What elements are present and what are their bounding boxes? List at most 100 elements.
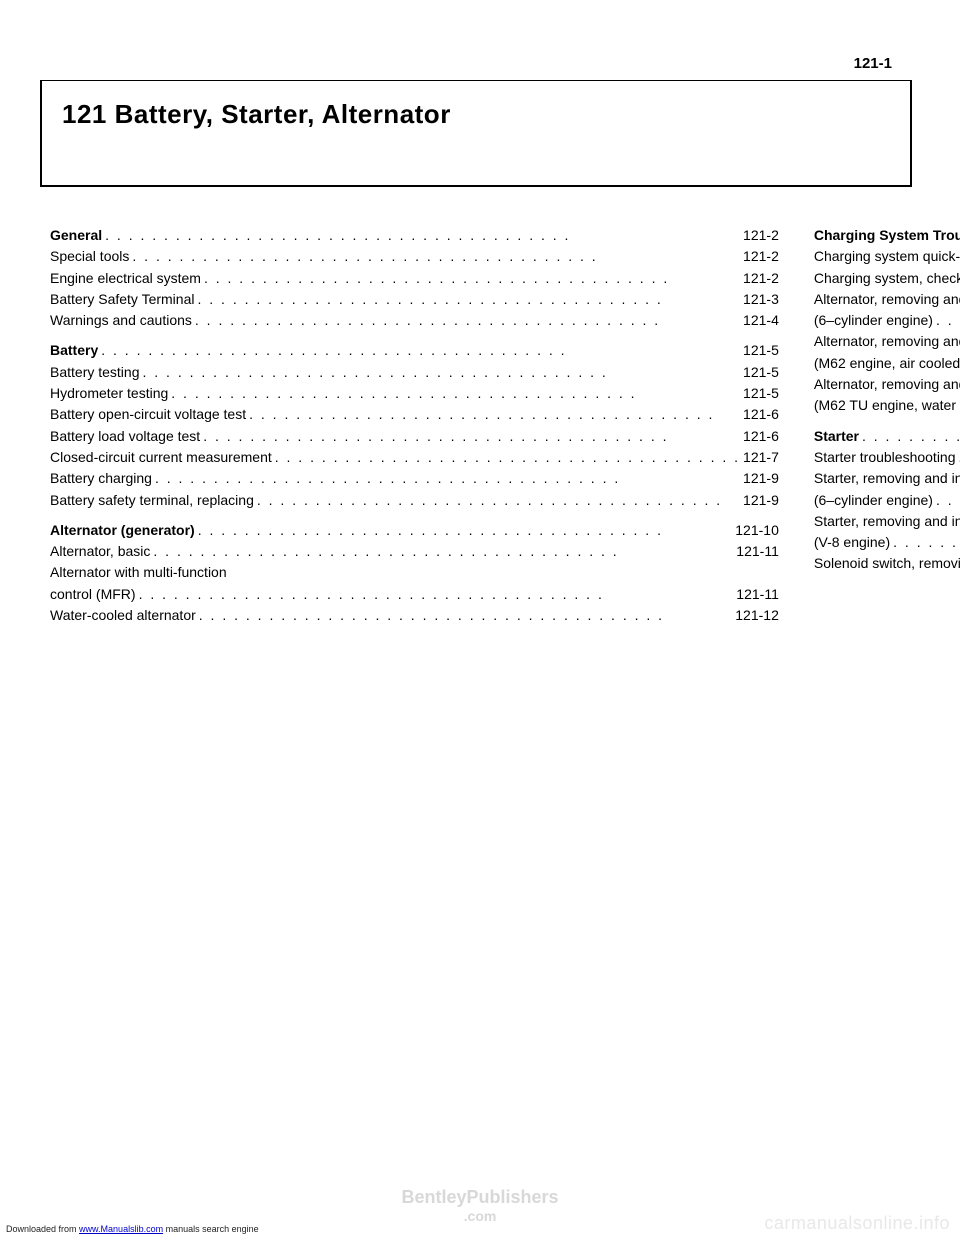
toc-section: Alternator (generator)121-10Alternator, …	[50, 520, 779, 625]
toc-entry: Water-cooled alternator121-12	[50, 605, 779, 625]
toc-entry-label: control (MFR)	[50, 584, 136, 604]
toc-entry: (6–cylinder engine)121-20	[814, 490, 960, 510]
toc-dots	[249, 404, 740, 424]
toc-entry-label: Battery Safety Terminal	[50, 289, 194, 309]
toc-dots	[197, 289, 740, 309]
toc-entry-label: Charging system quick-check	[814, 246, 960, 266]
toc-entry: Alternator, basic 121-11	[50, 541, 779, 561]
toc-entry: Charging system quick-check121-13	[814, 246, 960, 266]
toc-dots	[862, 426, 960, 446]
toc-right-column: Charging System Troubleshooting . 121-12…	[814, 225, 960, 626]
toc-dots	[143, 362, 741, 382]
toc-entry-label: Charging System Troubleshooting	[814, 225, 960, 245]
toc-dots	[275, 447, 740, 467]
toc-entry: Solenoid switch, removing and installing…	[814, 553, 960, 573]
toc-entry-label: (6–cylinder engine)	[814, 490, 933, 510]
chapter-title-box: 121 Battery, Starter, Alternator	[40, 80, 912, 187]
toc-entry-page: 121-2	[743, 225, 779, 245]
toc-entry-label: General	[50, 225, 102, 245]
toc-dots	[171, 383, 740, 403]
toc-dots	[203, 426, 740, 446]
toc-entry: Closed-circuit current measurement121-7	[50, 447, 779, 467]
toc-entry-continuation: Starter, removing and installing	[814, 511, 960, 531]
toc-entry-label: Alternator, basic	[50, 541, 150, 561]
toc-left-column: General121-2Special tools121-2Engine ele…	[50, 225, 779, 626]
toc-entry-label: Starter troubleshooting	[814, 447, 956, 467]
toc-entry-page: 121-4	[743, 310, 779, 330]
toc-dots	[139, 584, 734, 604]
toc-entry-label: Battery	[50, 340, 98, 360]
toc-section: Starter121-19Starter troubleshooting121-…	[814, 426, 960, 574]
toc-dots	[153, 541, 733, 561]
toc-entry: Special tools 121-2	[50, 246, 779, 266]
toc-entry-page: 121-2	[743, 268, 779, 288]
toc-entry-page: 121-6	[743, 426, 779, 446]
toc-dots	[257, 490, 740, 510]
toc-entry: Warnings and cautions 121-4	[50, 310, 779, 330]
toc-entry: Battery open-circuit voltage test 121-6	[50, 404, 779, 424]
toc-entry: General 121-2	[50, 225, 779, 245]
toc-dots	[198, 520, 733, 540]
toc-entry-page: 121-11	[736, 584, 779, 604]
toc-entry-page: 121-5	[743, 383, 779, 403]
toc-entry-label: Battery load voltage test	[50, 426, 200, 446]
page-number-top: 121-1	[854, 55, 892, 72]
toc-entry-label: Starter	[814, 426, 859, 446]
toc-entry-label: Hydrometer testing	[50, 383, 168, 403]
toc-entry: Charging system, checking121-13	[814, 268, 960, 288]
footer-right-watermark: carmanualsonline.info	[764, 1213, 950, 1234]
toc-entry: Battery load voltage test 121-6	[50, 426, 779, 446]
toc-entry-continuation: Alternator, removing and installing	[814, 289, 960, 309]
toc-section: Battery 121-5Battery testing121-5Hydromet…	[50, 340, 779, 509]
toc-entry-page: 121-12	[735, 605, 779, 625]
toc-entry: (V-8 engine)121-21	[814, 532, 960, 552]
toc-section: Charging System Troubleshooting . 121-12…	[814, 225, 960, 416]
toc-entry: Battery safety terminal, replacing 121-9	[50, 490, 779, 510]
toc-entry-label: (V-8 engine)	[814, 532, 890, 552]
toc-entry-page: 121-6	[743, 404, 779, 424]
toc-entry: Battery charging 121-9	[50, 468, 779, 488]
toc-dots	[105, 225, 740, 245]
toc-entry: (M62 engine, air cooled)121-16	[814, 353, 960, 373]
toc-dots	[893, 532, 960, 552]
toc-entry-page: 121-3	[743, 289, 779, 309]
toc-entry-page: 121-11	[736, 541, 779, 561]
toc-entry: Battery testing121-5	[50, 362, 779, 382]
chapter-title: 121 Battery, Starter, Alternator	[62, 99, 890, 130]
toc-dots	[155, 468, 740, 488]
toc-dots	[936, 310, 960, 330]
toc-entry: (M62 TU engine, water cooled)121-18	[814, 395, 960, 415]
toc-entry-page: 121-9	[743, 490, 779, 510]
toc-dots	[132, 246, 740, 266]
watermark: BentleyPublishers .com	[330, 1187, 630, 1224]
footer-left: Downloaded from www.Manualslib.com manua…	[6, 1224, 259, 1234]
toc-entry-label: Battery charging	[50, 468, 152, 488]
toc-entry-label: Warnings and cautions	[50, 310, 192, 330]
footer-left-prefix: Downloaded from	[6, 1224, 79, 1234]
toc-dots	[195, 310, 740, 330]
footer-left-suffix: manuals search engine	[163, 1224, 259, 1234]
toc-entry: Starter troubleshooting121-19	[814, 447, 960, 467]
toc-entry-label: (6–cylinder engine)	[814, 310, 933, 330]
toc-entry-page: 121-9	[743, 468, 779, 488]
toc-dots	[936, 490, 960, 510]
watermark-sub: .com	[330, 1208, 630, 1224]
toc-dots	[101, 340, 740, 360]
toc-dots	[199, 605, 732, 625]
toc-entry-continuation: Alternator with multi-function	[50, 562, 779, 582]
toc-entry-continuation: Alternator, removing and installing	[814, 331, 960, 351]
toc-entry: (6–cylinder engine)121-15	[814, 310, 960, 330]
table-of-contents: General121-2Special tools121-2Engine ele…	[50, 225, 900, 626]
toc-entry-label: Battery open-circuit voltage test	[50, 404, 246, 424]
toc-entry-label: Special tools	[50, 246, 129, 266]
footer-left-link[interactable]: www.Manualslib.com	[79, 1224, 163, 1234]
toc-entry-page: 121-5	[743, 362, 779, 382]
toc-entry: control (MFR) 121-11	[50, 584, 779, 604]
toc-section: General121-2Special tools121-2Engine ele…	[50, 225, 779, 330]
toc-entry-page: 121-10	[735, 520, 779, 540]
toc-entry: Battery Safety Terminal 121-3	[50, 289, 779, 309]
toc-dots	[204, 268, 740, 288]
toc-entry-page: 121-2	[743, 246, 779, 266]
toc-entry-label: Battery safety terminal, replacing	[50, 490, 254, 510]
toc-entry-continuation: Alternator, removing and installing	[814, 374, 960, 394]
